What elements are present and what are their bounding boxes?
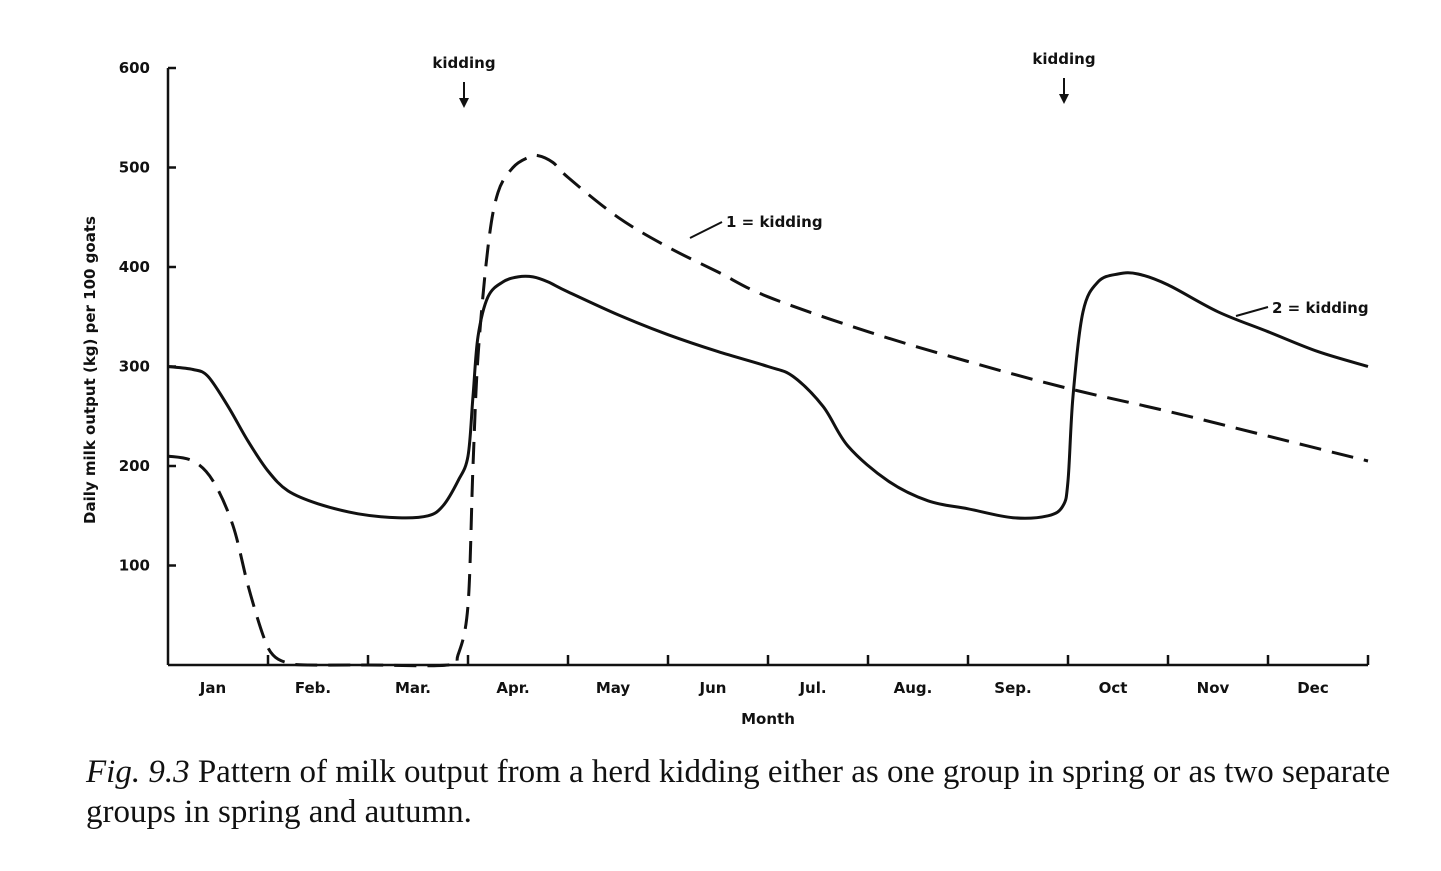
x-tick-label: Jan bbox=[199, 679, 226, 697]
annotations: kidding kidding 1 = kidding 2 = kidding bbox=[432, 50, 1368, 317]
series-label-leader bbox=[1235, 306, 1269, 317]
x-tick-label: Mar. bbox=[395, 679, 431, 697]
x-tick-label: Dec bbox=[1297, 679, 1329, 697]
x-tick-label: May bbox=[596, 679, 631, 697]
caption-text: Pattern of milk output from a herd kiddi… bbox=[86, 754, 1391, 830]
figure-caption: Fig. 9.3 Pattern of milk output from a h… bbox=[86, 752, 1406, 832]
x-tick-label: Oct bbox=[1099, 679, 1128, 697]
series-line-two-kidding bbox=[167, 271, 1369, 520]
x-tick-label: Feb. bbox=[295, 679, 331, 697]
y-tick-label: 100 bbox=[119, 557, 150, 575]
kidding-annotation-label: kidding bbox=[1032, 50, 1095, 68]
series-label-two-kidding: 2 = kidding bbox=[1272, 299, 1369, 317]
x-tick-label: Sep. bbox=[994, 679, 1031, 697]
x-tick-label: Apr. bbox=[496, 679, 529, 697]
series-line-one-kidding bbox=[167, 153, 1369, 668]
milk-output-chart: 100 200 300 400 500 600 Jan Feb. Mar. Apr. May Jun J… bbox=[81, 50, 1370, 728]
y-tick-label: 600 bbox=[119, 59, 150, 77]
y-tick-label: 400 bbox=[119, 258, 150, 276]
x-tick-label: Nov bbox=[1197, 679, 1230, 697]
kidding-arrow-head bbox=[1059, 94, 1069, 104]
axes: 100 200 300 400 500 600 Jan Feb. Mar. Apr. May Jun J… bbox=[119, 59, 1370, 697]
y-tick-label: 500 bbox=[119, 159, 150, 177]
y-tick-label: 300 bbox=[119, 358, 150, 376]
kidding-annotation-label: kidding bbox=[432, 54, 495, 72]
series-label-one-kidding: 1 = kidding bbox=[726, 213, 823, 231]
y-tick-label: 200 bbox=[119, 457, 150, 475]
series-label-leader bbox=[689, 221, 723, 239]
x-axis-label: Month bbox=[741, 710, 795, 728]
x-tick-label: Jun bbox=[699, 679, 727, 697]
x-tick-label: Jul. bbox=[798, 679, 826, 697]
x-tick-label: Aug. bbox=[894, 679, 933, 697]
caption-label: Fig. 9.3 bbox=[86, 754, 190, 790]
kidding-arrow-head bbox=[459, 98, 469, 108]
series-lines bbox=[167, 153, 1369, 668]
y-axis-label: Daily milk output (kg) per 100 goats bbox=[81, 216, 99, 524]
